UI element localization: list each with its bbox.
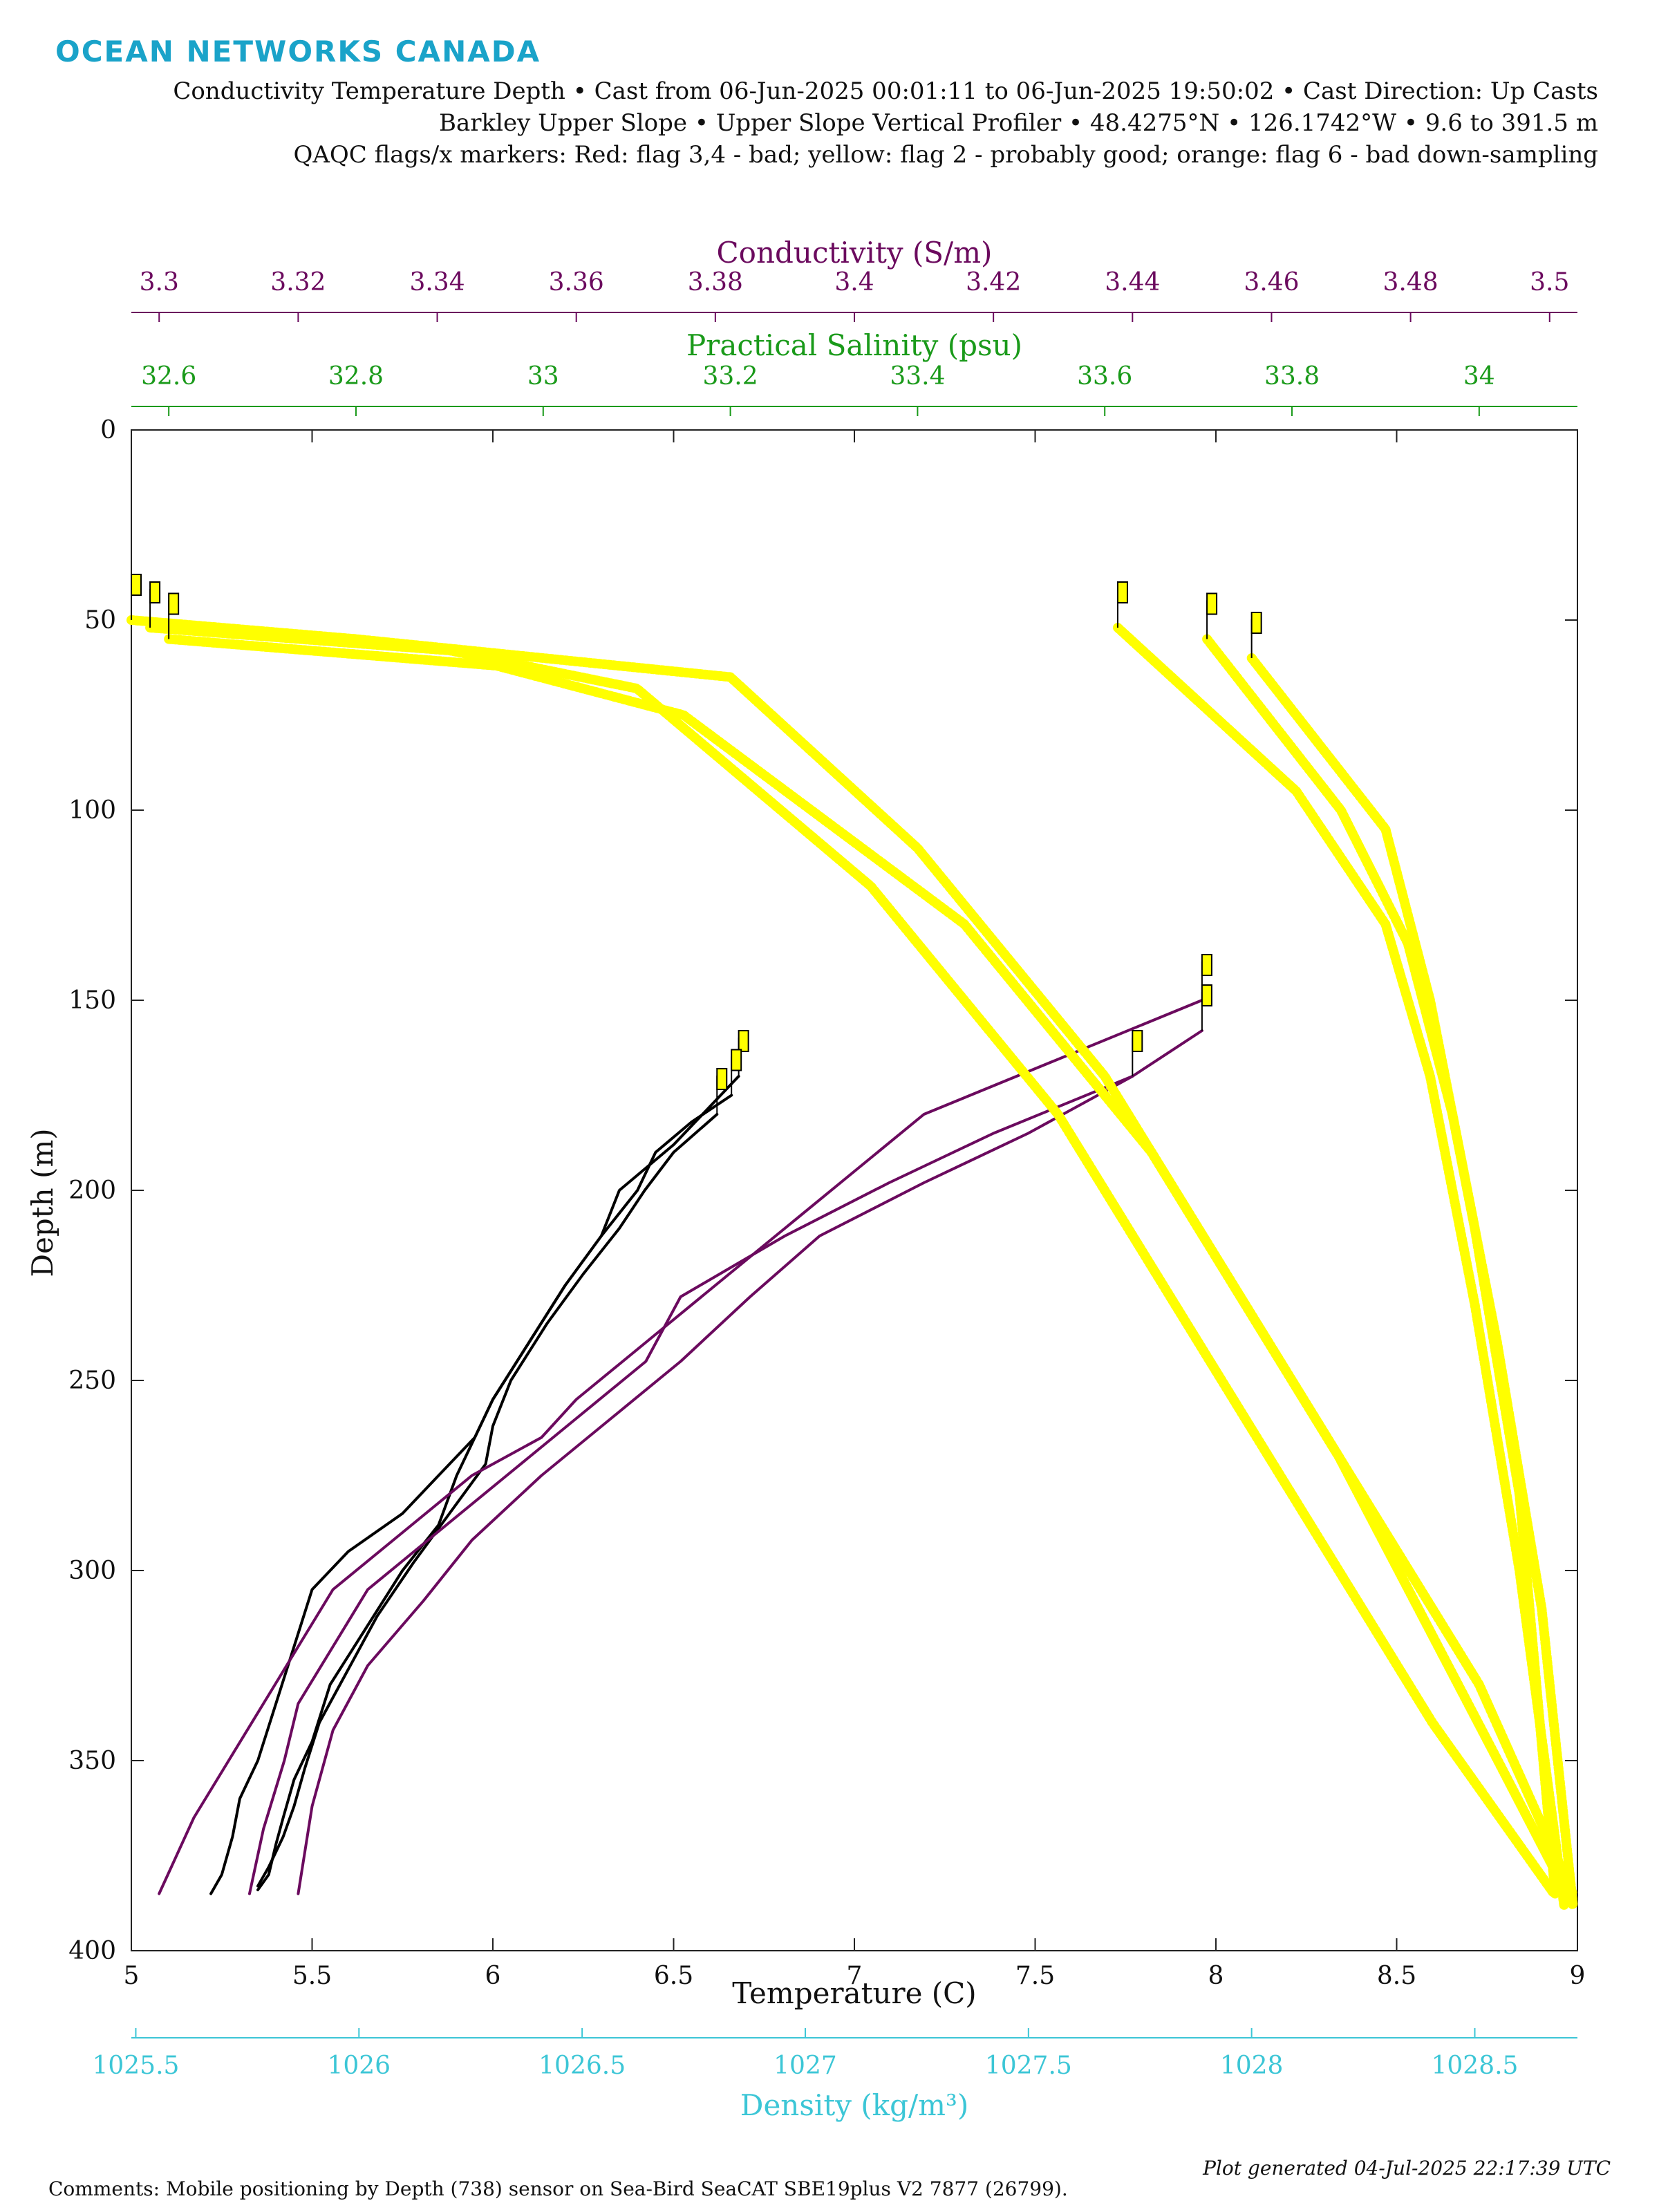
temperature-tick-label: 6.5 [654,1962,693,1990]
temperature-cast-flag [738,1030,749,1052]
density-tick-label: 1028 [1220,2052,1284,2080]
density-cast-flag [1250,612,1262,634]
depth-axis-label: Depth (m) [26,1128,59,1277]
conductivity-cast-line [297,1075,1134,1895]
temperature-tick-label: 8 [1208,1962,1224,1990]
depth-tick-label: 0 [100,416,116,444]
density-tick-label: 1026 [327,2052,391,2080]
temperature-cast-line [256,1094,733,1891]
conductivity-cast-line [158,999,1203,1895]
title-line-1: Conductivity Temperature Depth • Cast fr… [173,77,1598,105]
temperature-cast-flag [716,1068,728,1090]
density-tick-label: 1028.5 [1432,2052,1519,2080]
conductivity-tick-label: 3.36 [549,268,604,297]
temperature-axis-label: Temperature (C) [732,1976,976,2010]
temperature-tick-label: 5.5 [292,1962,332,1990]
conductivity-tick-label: 3.48 [1383,268,1438,297]
conductivity-axis-label: Conductivity (S/m) [717,236,993,270]
conductivity-tick-label: 3.5 [1530,268,1569,297]
salinity-tick-label: 34 [1463,362,1495,391]
conductivity-tick-label: 3.4 [834,268,874,297]
temperature-cast-flag [731,1049,742,1071]
depth-tick-label: 50 [84,606,116,635]
depth-tick-label: 150 [68,986,116,1015]
conductivity-tick-label: 3.34 [409,268,465,297]
conductivity-tick-label: 3.46 [1244,268,1299,297]
density-cast-line [1246,653,1560,1899]
salinity-tick-label: 33.6 [1077,362,1132,391]
salinity-tick-label: 33.8 [1264,362,1320,391]
depth-tick-label: 300 [68,1557,116,1585]
density-tick-label: 1027.5 [985,2052,1072,2080]
conductivity-cast-flag [1201,954,1212,976]
salinity-axis-label: Practical Salinity (psu) [686,328,1022,362]
salinity-tick-label: 33 [527,362,559,391]
temperature-tick-label: 7.5 [1015,1962,1055,1990]
ocean-networks-canada-logo: OCEAN NETWORKS CANADA [55,35,541,68]
conductivity-tick-label: 3.44 [1105,268,1160,297]
salinity-cast-flag [149,581,161,603]
density-tick-label: 1026.5 [538,2052,626,2080]
depth-tick-label: 350 [68,1747,116,1775]
conductivity-cast-flag [1201,984,1212,1006]
conductivity-tick-label: 3.38 [688,268,743,297]
density-cast-line [1113,623,1569,1910]
temperature-tick-label: 6 [485,1962,501,1990]
salinity-tick-label: 32.8 [328,362,384,391]
title-line-2: Barkley Upper Slope • Upper Slope Vertic… [439,109,1598,137]
density-cast-flag [1116,581,1128,603]
temperature-tick-label: 9 [1570,1962,1586,1990]
depth-tick-label: 400 [68,1937,116,1965]
plot-generated-note: Plot generated 04-Jul-2025 22:17:39 UTC [1203,2157,1611,2180]
conductivity-tick-label: 3.32 [270,268,326,297]
temperature-tick-label: 7 [847,1962,863,1990]
depth-tick-label: 100 [68,796,116,825]
conductivity-cast-line [248,1029,1203,1895]
salinity-tick-label: 33.4 [890,362,945,391]
density-tick-label: 1025.5 [92,2052,179,2080]
temperature-cast-line [256,1113,719,1888]
density-cast-flag [1206,592,1218,615]
top-axes: 3.3 3.32 3.34 3.36 3.38 3.4 3.42 3.44 3.46 3.48 3.… [131,268,1577,416]
salinity-tick-label: 32.6 [141,362,196,391]
title-line-3: QAQC flags/x markers: Red: flag 3,4 - ba… [293,141,1598,169]
temperature-cast-line [209,1075,740,1895]
conductivity-tick-label: 3.3 [140,268,179,297]
salinity-tick-label: 33.2 [703,362,758,391]
salinity-cast-line [164,634,1578,1910]
plot-area: 0 50 100 150 200 250 300 350 400 5 5.5 6 6.5 7 7.5 8 8.5… [68,416,1585,1990]
temperature-tick-label: 8.5 [1377,1962,1416,1990]
salinity-cast-line [145,623,1559,1899]
depth-tick-label: 200 [68,1177,116,1205]
salinity-cast-flag [131,574,142,596]
comments-note: Comments: Mobile positioning by Depth (7… [48,2177,1068,2200]
density-axis-label: Density (kg/m³) [740,2088,968,2122]
conductivity-cast-flag [1132,1030,1143,1052]
bottom-axes: 1025.5 1026 1026.5 1027 1027.5 1028 1028.5 [92,2028,1577,2080]
density-tick-label: 1027 [774,2052,837,2080]
depth-tick-label: 250 [68,1367,116,1395]
salinity-cast-flag [168,592,180,615]
temperature-tick-label: 5 [124,1962,140,1990]
conductivity-tick-label: 3.42 [966,268,1021,297]
